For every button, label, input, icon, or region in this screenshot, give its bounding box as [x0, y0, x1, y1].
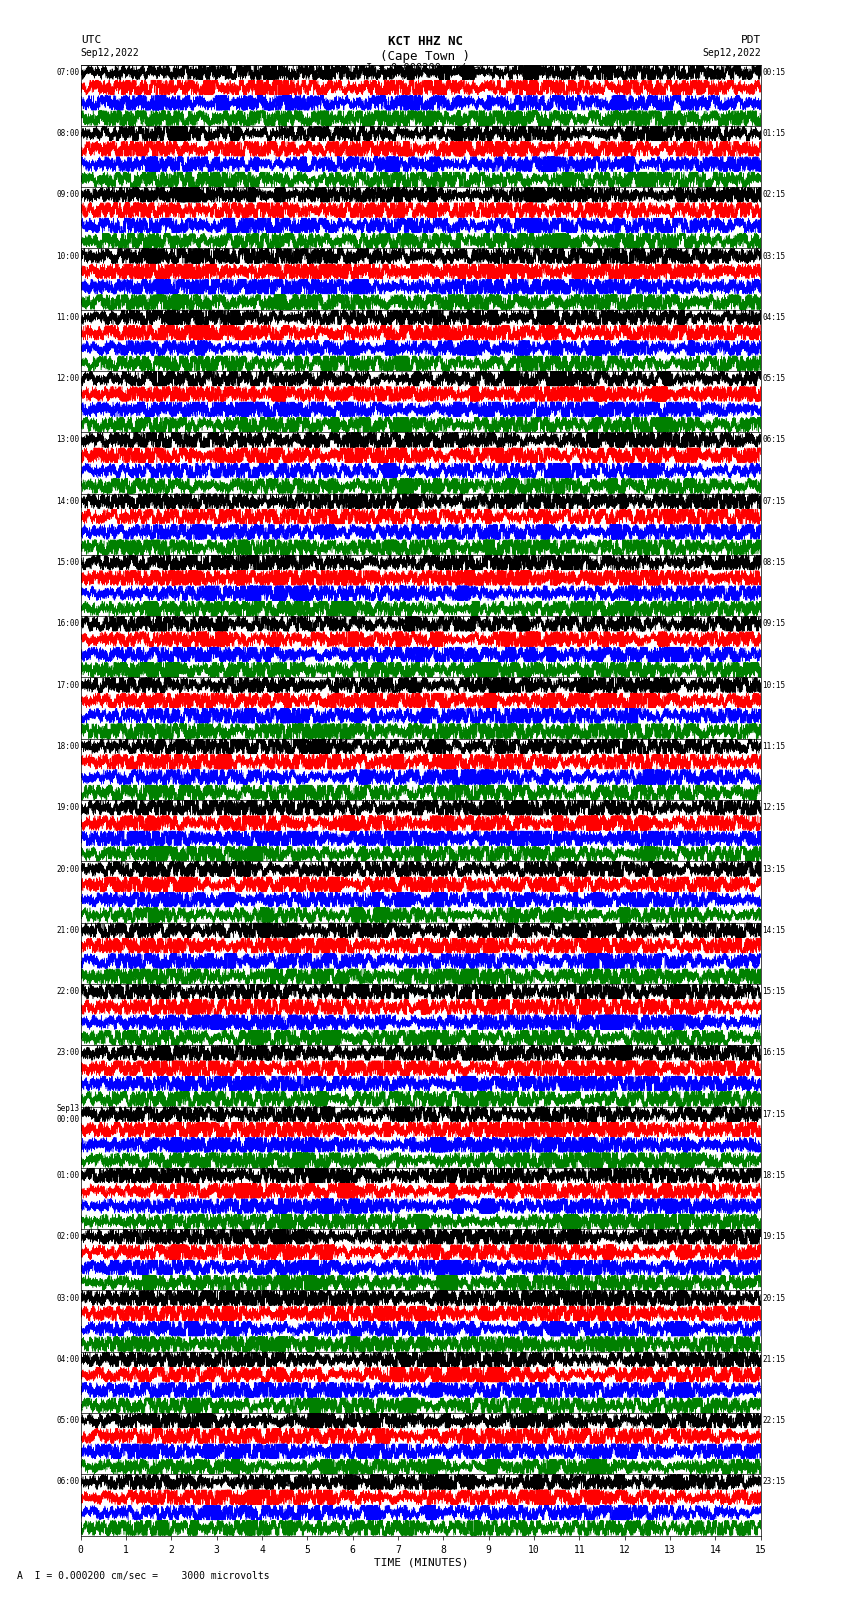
- Text: 11:00: 11:00: [56, 313, 79, 323]
- Text: 22:15: 22:15: [762, 1416, 785, 1426]
- Text: 21:15: 21:15: [762, 1355, 785, 1365]
- Text: 07:00: 07:00: [56, 68, 79, 77]
- Text: 22:00: 22:00: [56, 987, 79, 997]
- Text: 03:15: 03:15: [762, 252, 785, 261]
- Text: 14:00: 14:00: [56, 497, 79, 506]
- Text: 06:15: 06:15: [762, 436, 785, 445]
- Text: 20:00: 20:00: [56, 865, 79, 874]
- Text: 13:00: 13:00: [56, 436, 79, 445]
- Text: I = 0.000200 cm/sec: I = 0.000200 cm/sec: [366, 63, 484, 73]
- Text: 05:00: 05:00: [56, 1416, 79, 1426]
- Text: 10:00: 10:00: [56, 252, 79, 261]
- Text: 01:00: 01:00: [56, 1171, 79, 1181]
- Text: 18:15: 18:15: [762, 1171, 785, 1181]
- Text: KCT HHZ NC: KCT HHZ NC: [388, 35, 462, 48]
- Text: 17:15: 17:15: [762, 1110, 785, 1119]
- Text: 14:15: 14:15: [762, 926, 785, 936]
- Text: 09:00: 09:00: [56, 190, 79, 200]
- Text: 16:00: 16:00: [56, 619, 79, 629]
- Text: UTC: UTC: [81, 35, 101, 45]
- Text: 04:15: 04:15: [762, 313, 785, 323]
- Text: 08:15: 08:15: [762, 558, 785, 568]
- Text: 23:00: 23:00: [56, 1048, 79, 1058]
- Text: A  I = 0.000200 cm/sec =    3000 microvolts: A I = 0.000200 cm/sec = 3000 microvolts: [17, 1571, 269, 1581]
- Text: 10:15: 10:15: [762, 681, 785, 690]
- Text: 03:00: 03:00: [56, 1294, 79, 1303]
- Text: 19:00: 19:00: [56, 803, 79, 813]
- Text: 06:00: 06:00: [56, 1478, 79, 1487]
- Text: 12:15: 12:15: [762, 803, 785, 813]
- Text: 20:15: 20:15: [762, 1294, 785, 1303]
- Text: 18:00: 18:00: [56, 742, 79, 752]
- Text: 15:00: 15:00: [56, 558, 79, 568]
- Text: 16:15: 16:15: [762, 1048, 785, 1058]
- X-axis label: TIME (MINUTES): TIME (MINUTES): [373, 1558, 468, 1568]
- Text: 12:00: 12:00: [56, 374, 79, 384]
- Text: 08:00: 08:00: [56, 129, 79, 139]
- Text: 02:00: 02:00: [56, 1232, 79, 1242]
- Text: 04:00: 04:00: [56, 1355, 79, 1365]
- Text: 11:15: 11:15: [762, 742, 785, 752]
- Text: 05:15: 05:15: [762, 374, 785, 384]
- Text: 02:15: 02:15: [762, 190, 785, 200]
- Text: 23:15: 23:15: [762, 1478, 785, 1487]
- Text: (Cape Town ): (Cape Town ): [380, 50, 470, 63]
- Text: 07:15: 07:15: [762, 497, 785, 506]
- Text: 17:00: 17:00: [56, 681, 79, 690]
- Text: 21:00: 21:00: [56, 926, 79, 936]
- Text: 09:15: 09:15: [762, 619, 785, 629]
- Text: Sep13
00:00: Sep13 00:00: [56, 1105, 79, 1124]
- Text: 00:15: 00:15: [762, 68, 785, 77]
- Text: 15:15: 15:15: [762, 987, 785, 997]
- Text: 19:15: 19:15: [762, 1232, 785, 1242]
- Text: Sep12,2022: Sep12,2022: [81, 48, 139, 58]
- Text: PDT: PDT: [740, 35, 761, 45]
- Text: Sep12,2022: Sep12,2022: [702, 48, 761, 58]
- Text: 13:15: 13:15: [762, 865, 785, 874]
- Text: 01:15: 01:15: [762, 129, 785, 139]
